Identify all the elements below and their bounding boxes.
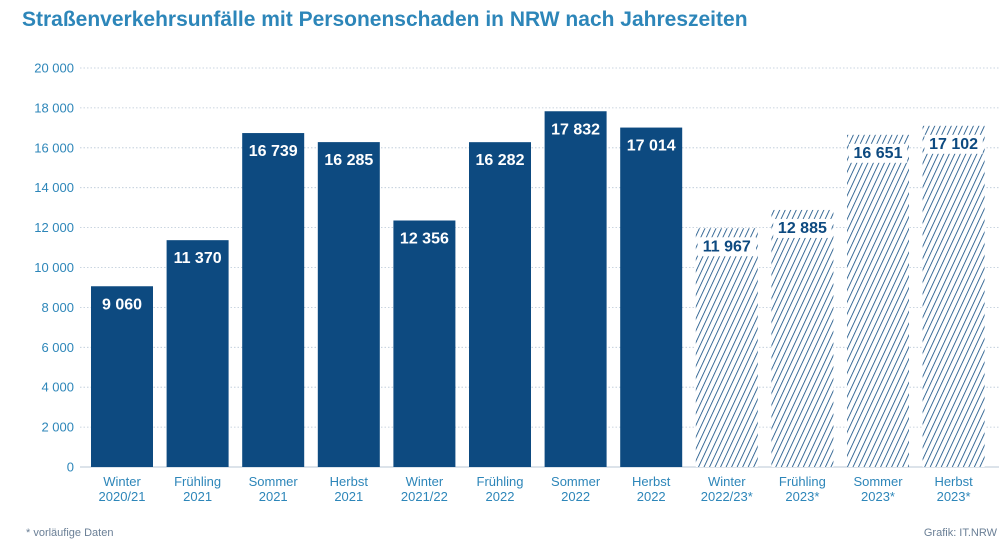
x-tick-label: 2022 [561, 489, 590, 504]
x-tick-label: 2021 [259, 489, 288, 504]
footnote: * vorläufige Daten [26, 527, 114, 539]
x-tick-label: Herbst [330, 474, 369, 489]
bar [469, 142, 531, 467]
value-label: 16 739 [249, 143, 298, 160]
y-tick-label: 12 000 [34, 220, 74, 235]
x-tick-label: 2022/23* [701, 489, 753, 504]
bar [544, 111, 607, 468]
grid-lines [80, 67, 999, 468]
y-tick-label: 14 000 [34, 180, 74, 195]
y-tick-label: 16 000 [34, 140, 74, 155]
value-label: 17 014 [627, 138, 676, 155]
y-axis-ticks: 0 2 000 4 000 6 000 8 000 10 000 12 000 14 000 1… [34, 61, 74, 475]
value-label: 16 282 [476, 152, 525, 169]
x-tick-label: Frühling [779, 474, 826, 489]
value-label: 16 285 [324, 152, 373, 169]
x-tick-label: 2023* [785, 489, 819, 504]
x-tick-label: 2020/21 [99, 489, 146, 504]
source-credit: Grafik: IT.NRW [923, 527, 997, 539]
value-label: 11 370 [174, 250, 222, 267]
x-tick-label: 2021 [334, 489, 363, 504]
x-tick-label: Herbst [632, 474, 671, 489]
x-tick-label: Sommer [551, 474, 601, 489]
bar-provisional [771, 209, 834, 467]
bar-provisional [695, 228, 758, 467]
bar [166, 240, 229, 467]
x-tick-label: 2022 [637, 489, 666, 504]
bar [393, 220, 456, 467]
value-label-background [697, 237, 756, 257]
x-tick-label: 2022 [486, 489, 515, 504]
x-tick-label: Herbst [934, 474, 973, 489]
bar [317, 142, 380, 467]
x-tick-label: Frühling [477, 474, 524, 489]
bars [91, 111, 985, 468]
y-tick-label: 10 000 [34, 260, 74, 275]
value-label: 9 060 [102, 296, 142, 313]
bar [242, 133, 305, 467]
value-labels: 9 060 11 370 16 739 16 285 12 356 16 282 17 83… [102, 121, 983, 313]
value-label: 12 356 [400, 230, 449, 247]
x-tick-label: Sommer [249, 474, 299, 489]
value-label-background [924, 134, 983, 154]
value-label: 12 885 [778, 220, 827, 237]
chart-title: Straßenverkehrsunfälle mit Personenschad… [22, 8, 748, 31]
x-tick-label: 2023* [861, 489, 895, 504]
x-tick-label: Winter [708, 474, 746, 489]
value-label-background [848, 143, 908, 163]
x-tick-label: Winter [103, 474, 141, 489]
bar-provisional [847, 134, 909, 467]
y-tick-label: 8 000 [41, 300, 74, 315]
y-tick-label: 4 000 [41, 380, 74, 395]
bar-provisional [922, 125, 985, 468]
x-tick-label: 2021/22 [401, 489, 448, 504]
value-label: 16 651 [854, 145, 903, 162]
value-label-background [773, 218, 832, 238]
bar [620, 127, 683, 467]
x-tick-label: Sommer [853, 474, 903, 489]
x-tick-label: 2023* [937, 489, 971, 504]
y-tick-label: 20 000 [34, 61, 74, 76]
value-label: 17 102 [929, 136, 978, 153]
bar [91, 286, 153, 467]
value-label: 17 832 [551, 121, 600, 138]
x-tick-label: Frühling [174, 474, 221, 489]
y-tick-label: 0 [67, 460, 74, 475]
x-tick-label: 2021 [183, 489, 212, 504]
y-tick-label: 18 000 [34, 100, 74, 115]
x-axis-ticks: Winter2020/21Frühling2021Sommer2021Herbs… [99, 474, 974, 504]
y-tick-label: 2 000 [41, 420, 74, 435]
value-label: 11 967 [703, 238, 751, 255]
x-tick-label: Winter [406, 474, 444, 489]
y-tick-label: 6 000 [41, 340, 74, 355]
